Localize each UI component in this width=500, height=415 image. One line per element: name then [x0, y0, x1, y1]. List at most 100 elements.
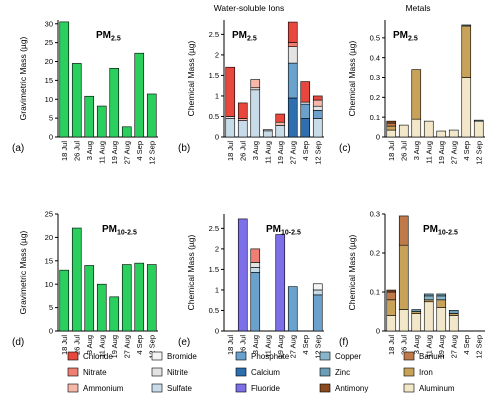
x-tick-label: 3 Aug [412, 141, 421, 160]
bar-a-mass-1 [71, 63, 82, 138]
x-tick-label: 4 Sep [301, 335, 310, 355]
y-tick-label: 0.4 [370, 53, 380, 62]
bar-f-aluminum-3 [423, 301, 434, 332]
panel-c: 0 0.1 0.2 0.3 0.4 0.5 Chemical Mass (µg) 18 Jul… [339, 20, 485, 165]
y-tick-label: 25 [45, 210, 53, 219]
legend-swatch [235, 367, 247, 377]
y-tick-label: 10 [45, 95, 53, 104]
x-tick-label: 27 Aug [449, 141, 458, 164]
bar-a-mass-2 [84, 95, 95, 138]
bar-b-nitrate-5 [287, 42, 298, 47]
y-tick-label: 0.3 [370, 73, 380, 82]
x-tick-label: 26 Jul [399, 141, 408, 161]
bar-f-iron-4 [436, 299, 447, 308]
bar-b-chloride-4 [275, 113, 286, 123]
x-tick-label: 12 Sep [147, 141, 156, 165]
bar-f-iron-0 [386, 299, 397, 316]
x-tick-label: 11 Aug [424, 141, 433, 164]
bar-c-zinc-6 [461, 24, 472, 27]
legend-swatch [151, 351, 163, 361]
bar-f-aluminum-4 [436, 307, 447, 332]
x-tick-label: 27 Aug [122, 335, 131, 358]
x-tick-label: 19 Aug [276, 335, 285, 358]
x-tick-label: 12 Sep [474, 141, 483, 165]
x-tick-label: 19 Aug [437, 335, 446, 358]
bar-d-mass-7 [146, 264, 157, 332]
x-tick-label: 18 Jul [226, 335, 235, 355]
legend-entry: Ammonium [83, 384, 124, 393]
bar-b-phosphate-5 [287, 62, 298, 99]
y-tick-label: 1 [215, 92, 219, 101]
bar-b-sulfate-4 [275, 125, 286, 138]
bar-d-mass-0 [59, 269, 70, 332]
x-tick-label: 26 Jul [238, 335, 247, 355]
bar-b-sulfate-1 [237, 120, 248, 138]
y-tick-label: 0 [49, 327, 53, 336]
bar-c-barium-0 [386, 122, 397, 127]
y-tick-label: 25 [45, 38, 53, 47]
bar-e-nitrite-2 [250, 262, 261, 268]
bar-a-mass-7 [146, 93, 157, 138]
bar-b-chloride-1 [237, 102, 248, 119]
bar-b-ammonium-4 [275, 121, 286, 126]
bar-d-mass-6 [134, 262, 145, 332]
bar-f-barium-0 [386, 291, 397, 301]
x-tick-label: 11 Aug [263, 141, 272, 164]
bar-c-iron-6 [461, 25, 472, 78]
x-tick-label: 19 Aug [437, 141, 446, 164]
legend-swatch [67, 383, 79, 393]
legend: Chloride Nitrate Ammonium Bromide Nitrite Sul… [67, 351, 455, 393]
x-tick-label: 27 Aug [288, 141, 297, 164]
y-tick-label: 20 [45, 57, 53, 66]
bar-b-calcium-6 [300, 118, 311, 138]
y-tick-label: 2.5 [209, 30, 219, 39]
legend-swatch [319, 367, 331, 377]
bar-f-zinc-3 [423, 293, 434, 297]
legend-swatch [235, 351, 247, 361]
legend-swatch [403, 383, 415, 393]
y-tick-label: 2 [215, 50, 219, 59]
y-tick-label: 0 [49, 133, 53, 142]
x-tick-label: 11 Aug [424, 335, 433, 358]
bar-f-aluminum-0 [386, 315, 397, 332]
legend-entry: Fluoride [251, 384, 280, 393]
x-tick-label: 3 Aug [85, 335, 94, 354]
x-tick-label: 12 Sep [474, 335, 483, 359]
x-tick-label: 12 Sep [147, 335, 156, 359]
legend-swatch [235, 383, 247, 393]
legend-swatch [67, 351, 79, 361]
bar-f-aluminum-1 [398, 309, 409, 332]
panel-label: (b) [178, 143, 190, 154]
x-tick-label: 18 Jul [387, 141, 396, 161]
bar-f-aluminum-2 [411, 313, 422, 332]
y-tick-label: 0 [215, 133, 219, 142]
legend-swatch [403, 367, 415, 377]
bar-b-phosphate-7 [312, 110, 323, 119]
bar-c-antimony-0 [386, 120, 397, 124]
bar-b-phosphate-6 [300, 103, 311, 119]
y-axis-label: Chemical Mass (µg) [186, 234, 196, 310]
bar-b-nitrite-7 [312, 105, 323, 111]
legend-entry: Chloride [83, 352, 113, 361]
bar-a-mass-5 [121, 126, 132, 138]
legend-entry: Antimony [335, 384, 368, 393]
y-tick-label: 2 [215, 244, 219, 253]
bar-d-mass-3 [96, 283, 107, 332]
legend-swatch [151, 367, 163, 377]
panel-e: 0 0.5 1 1.5 2 2.5 Chemical Mass (µg) 18 Jul 26 J… [178, 214, 324, 359]
panel-label: (a) [12, 143, 24, 154]
bar-b-nitrite-5 [287, 46, 298, 64]
bar-b-ammonium-1 [237, 118, 248, 121]
x-tick-label: 4 Sep [135, 141, 144, 161]
y-tick-label: 0.2 [370, 93, 380, 102]
y-tick-label: 0.2 [370, 249, 380, 258]
bar-f-barium-1 [398, 215, 409, 246]
x-tick-label: 18 Jul [60, 141, 69, 161]
bar-b-calcium-5 [287, 97, 298, 138]
bar-e-sulfate-2 [250, 267, 261, 273]
panel-f: 0 0.1 0.2 0.3 Chemical Mass (µg) 18 Jul 26 Jul… [339, 210, 485, 359]
bar-c-aluminum-0 [386, 129, 397, 138]
panel-label: (c) [339, 143, 351, 154]
x-tick-label: 3 Aug [251, 141, 260, 160]
